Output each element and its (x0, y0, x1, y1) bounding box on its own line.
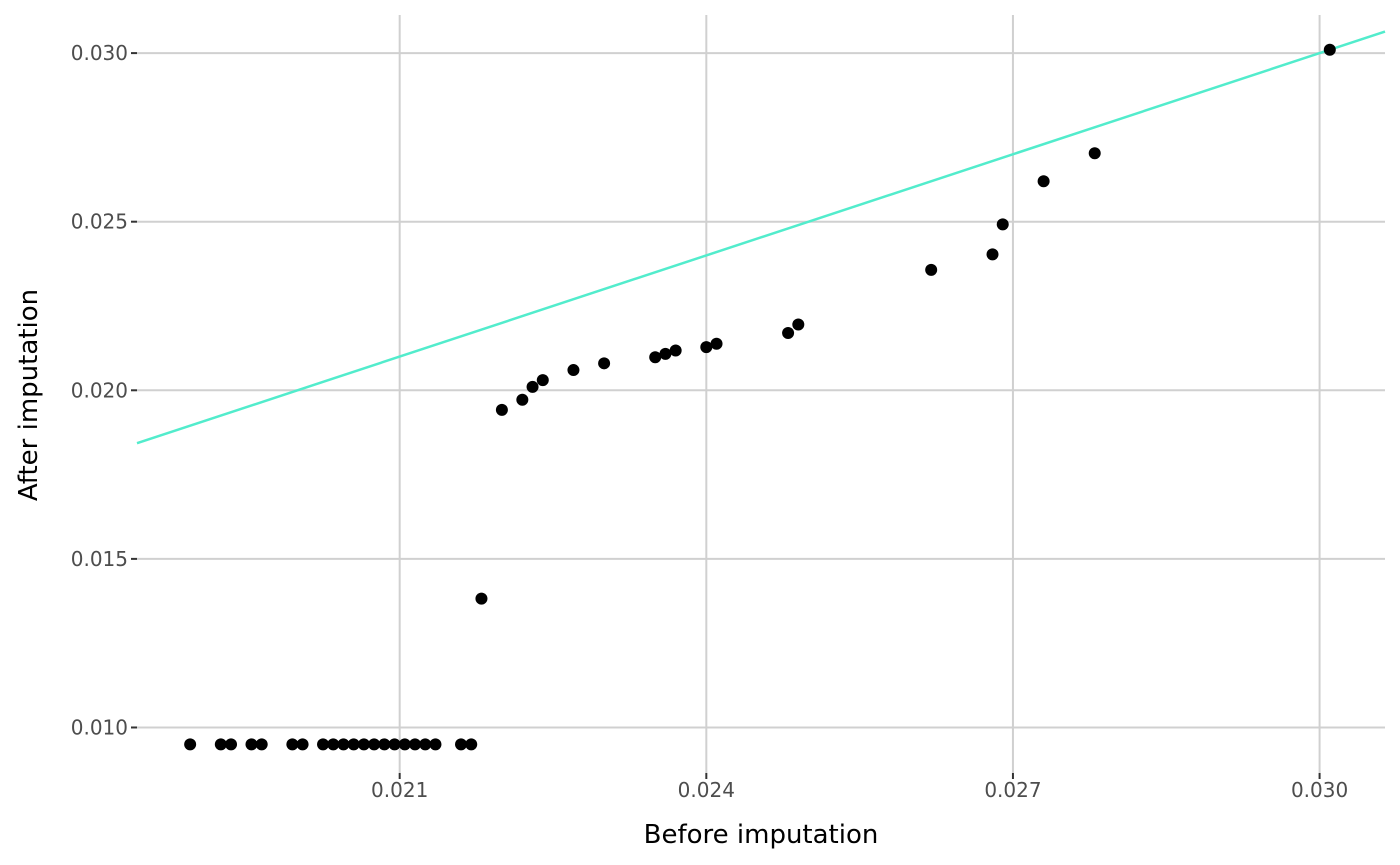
x-axis-ticks: 0.021 0.024 0.027 0.030 (371, 773, 1348, 802)
reference-line (136, 30, 1386, 445)
data-point (649, 351, 662, 364)
data-point (536, 374, 549, 387)
y-tick-label: 0.030 (71, 41, 128, 65)
y-axis-ticks: 0.010 0.015 0.020 0.025 0.030 (71, 41, 137, 739)
data-point (337, 738, 350, 751)
data-point (317, 738, 330, 751)
data-point (286, 738, 299, 751)
data-point (465, 738, 478, 751)
data-point (475, 592, 488, 605)
data-point (710, 337, 723, 350)
x-tick-label: 0.027 (984, 778, 1041, 802)
data-point (455, 738, 468, 751)
y-tick-label: 0.020 (71, 378, 128, 402)
data-point (495, 403, 508, 416)
data-point (792, 318, 805, 331)
data-point (368, 738, 381, 751)
data-point (1037, 175, 1050, 188)
y-axis-title: After imputation (14, 289, 44, 501)
data-point (388, 738, 401, 751)
data-point (398, 738, 411, 751)
x-tick-label: 0.021 (371, 778, 428, 802)
data-point (516, 393, 529, 406)
x-tick-label: 0.030 (1291, 778, 1348, 802)
x-tick-label: 0.024 (678, 778, 735, 802)
data-point (700, 341, 713, 354)
reference-line-layer (136, 30, 1386, 445)
data-point (986, 248, 999, 261)
data-point (419, 738, 432, 751)
data-point (598, 357, 611, 370)
grid-lines (137, 15, 1385, 773)
data-point (996, 218, 1009, 231)
x-axis-title: Before imputation (644, 820, 879, 850)
y-tick-label: 0.010 (71, 715, 128, 739)
data-point (669, 344, 682, 357)
data-point (567, 364, 580, 377)
y-tick-label: 0.015 (71, 547, 128, 571)
data-point (378, 738, 391, 751)
y-tick-label: 0.025 (71, 210, 128, 234)
data-points (184, 43, 1336, 751)
data-point (327, 738, 340, 751)
data-point (184, 738, 197, 751)
data-point (357, 738, 370, 751)
data-point (255, 738, 268, 751)
data-point (925, 263, 938, 276)
data-point (526, 380, 539, 393)
data-point (659, 347, 672, 360)
data-point (225, 738, 238, 751)
data-point (214, 738, 227, 751)
data-point (1088, 147, 1101, 160)
data-point (409, 738, 422, 751)
data-point (782, 326, 795, 339)
data-point (347, 738, 360, 751)
data-point (429, 738, 442, 751)
data-point (1323, 43, 1336, 56)
data-point (245, 738, 258, 751)
data-point (296, 738, 309, 751)
